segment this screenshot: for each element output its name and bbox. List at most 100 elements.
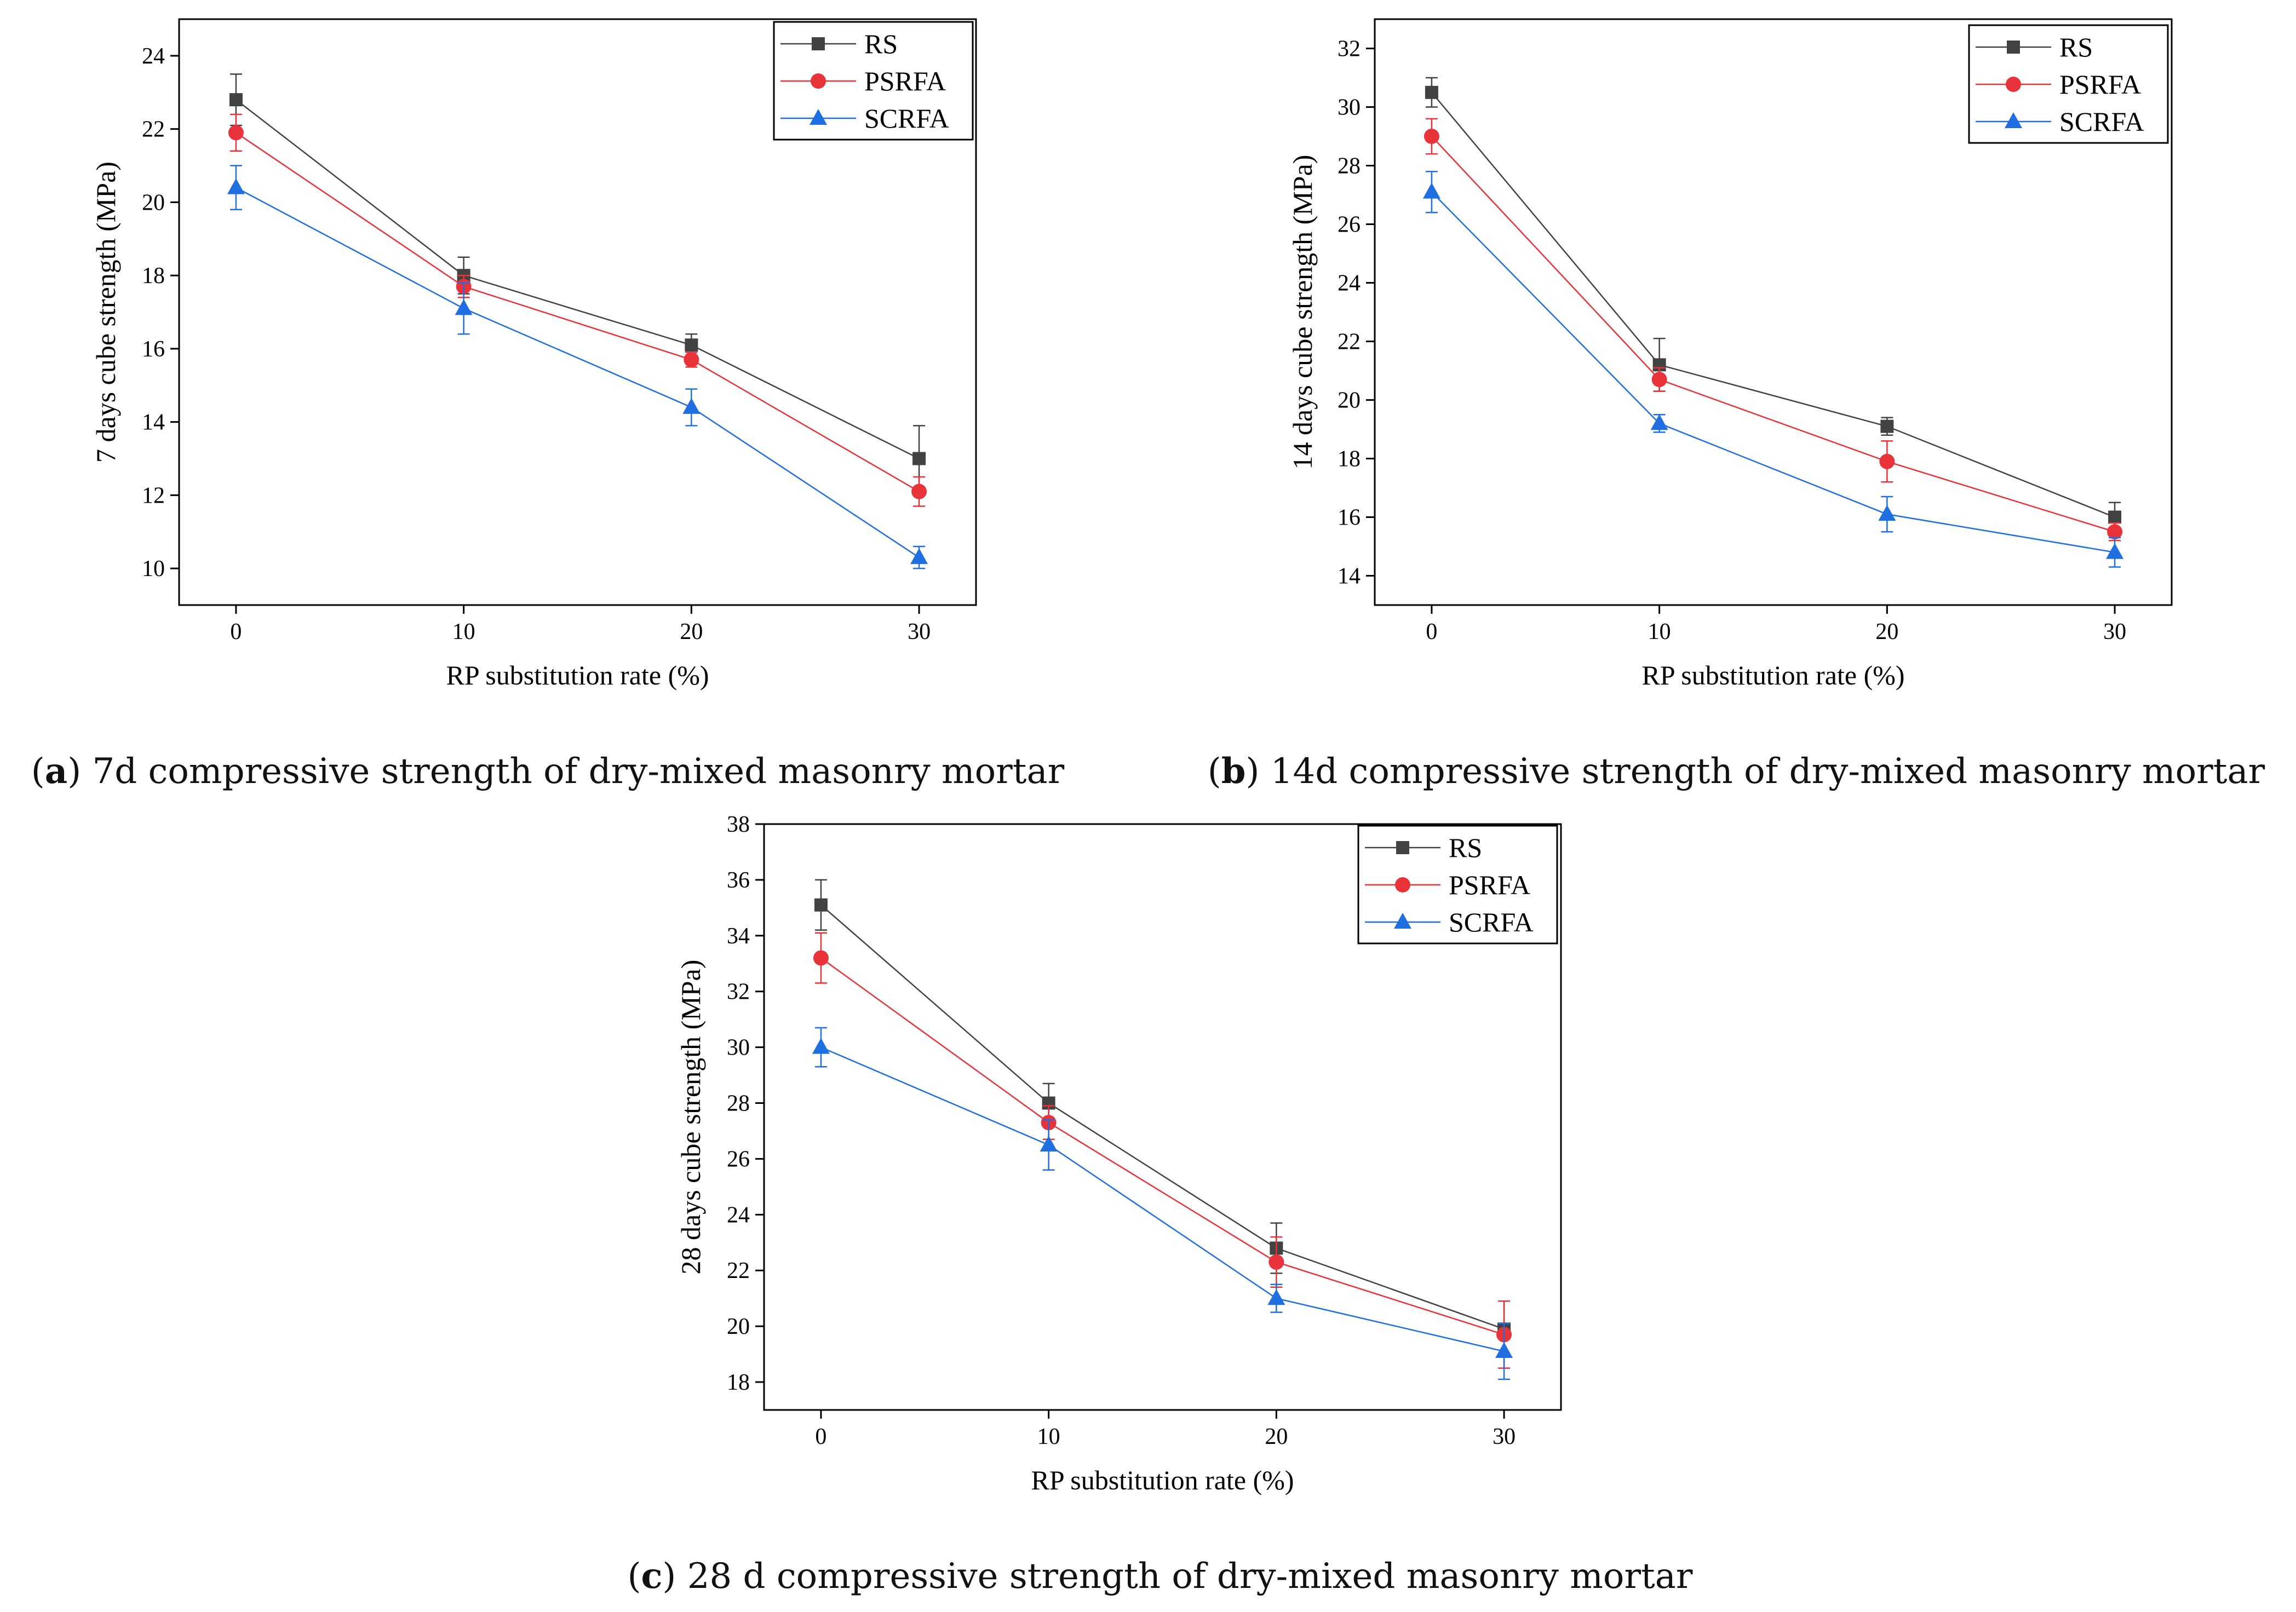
legend-label-rs: RS [2059, 32, 2093, 62]
y-tick-label: 14 [142, 410, 165, 435]
legend-label-scrfa: SCRFA [1449, 907, 1534, 937]
x-tick-label: 0 [1426, 619, 1437, 644]
series-line [1431, 91, 2115, 518]
series-line [236, 132, 920, 492]
data-point [227, 178, 245, 194]
data-point [911, 483, 927, 499]
chart-panel-a: 10 12 14 16 18 20 22 24 0 10 20 30 RP substitution r… [31, 18, 1065, 792]
y-tick-label: 18 [1338, 447, 1361, 472]
y-tick-label: 20 [142, 190, 165, 215]
legend-marker-rs [812, 37, 825, 50]
data-point [1425, 85, 1438, 99]
data-point [912, 452, 926, 465]
x-tick-label: 30 [1493, 1424, 1516, 1449]
data-point [814, 898, 828, 912]
legend-label-psrfa: PSRFA [864, 66, 946, 96]
legend-label-scrfa: SCRFA [2059, 106, 2144, 137]
y-tick-label: 28 [727, 1091, 750, 1116]
data-point [1878, 505, 1896, 521]
series-rs [229, 73, 926, 492]
legend-frame [1357, 825, 1558, 945]
series-line [820, 904, 1505, 1330]
series-rs [1425, 77, 2122, 533]
y-tick-label: 20 [1338, 388, 1361, 413]
x-tick-label: 10 [1648, 619, 1671, 644]
caption-b: (b) 14d compressive strength of dry-mixe… [1208, 751, 2265, 792]
legend: RS PSRFA SCRFA [773, 21, 974, 141]
x-tick-label: 30 [2103, 619, 2126, 644]
data-point [1267, 1289, 1285, 1305]
series-psrfa [813, 932, 1512, 1369]
legend: RS PSRFA SCRFA [1968, 24, 2169, 144]
data-point [813, 950, 829, 966]
legend-label-rs: RS [1449, 832, 1482, 863]
y-tick-label: 38 [727, 812, 750, 837]
legend-marker-psrfa [811, 73, 826, 89]
data-point [1495, 1342, 1513, 1358]
y-axis-label: 7 days cube strength (MPa) [90, 162, 121, 463]
data-point [2106, 543, 2124, 559]
legend-label-psrfa: PSRFA [1449, 870, 1530, 900]
data-point [1040, 1135, 1058, 1152]
series-scrfa [227, 165, 928, 569]
data-point [2108, 510, 2122, 524]
caption-a: (a) 7d compressive strength of dry-mixed… [31, 751, 1065, 792]
legend-marker-rs [2007, 41, 2020, 54]
y-tick-label: 16 [142, 337, 165, 362]
y-tick-label: 20 [727, 1314, 750, 1339]
legend-label-scrfa: SCRFA [864, 103, 949, 134]
legend-marker-psrfa [1395, 877, 1410, 893]
y-tick-label: 10 [142, 556, 165, 582]
series-psrfa [228, 113, 927, 507]
legend-label-rs: RS [864, 28, 898, 59]
y-tick-label: 18 [727, 1370, 750, 1395]
x-tick-label: 30 [908, 619, 931, 644]
series-scrfa [1422, 170, 2124, 568]
x-tick-label: 0 [230, 619, 242, 644]
y-tick-label: 24 [727, 1202, 750, 1228]
series-psrfa [1423, 118, 2123, 542]
y-tick-label: 32 [727, 980, 750, 1005]
plot-frame [178, 18, 977, 606]
data-point [229, 93, 243, 107]
data-point [684, 352, 699, 367]
y-tick-label: 28 [1338, 154, 1361, 179]
y-tick-label: 32 [1338, 37, 1361, 62]
y-tick-label: 22 [142, 117, 165, 142]
series-line [236, 187, 920, 559]
y-tick-label: 26 [727, 1147, 750, 1172]
y-tick-label: 30 [727, 1035, 750, 1061]
series-scrfa [812, 1027, 1513, 1380]
x-tick-label: 20 [680, 619, 703, 644]
data-point [2107, 524, 2123, 540]
legend-label-psrfa: PSRFA [2059, 69, 2141, 100]
y-axis-label: 28 days cube strength (MPa) [675, 960, 706, 1275]
data-point [1423, 129, 1439, 144]
y-tick-label: 24 [142, 44, 165, 69]
y-tick-label: 18 [142, 263, 165, 289]
x-axis-label: RP substitution rate (%) [1031, 1465, 1294, 1495]
legend-marker-scrfa [2005, 112, 2022, 128]
y-tick-label: 16 [1338, 505, 1361, 531]
data-point [1422, 182, 1440, 199]
x-tick-label: 0 [815, 1424, 826, 1449]
legend-marker-rs [1396, 841, 1409, 854]
data-point [685, 338, 698, 352]
data-point [1879, 453, 1895, 469]
y-axis-label: 14 days cube strength (MPa) [1287, 155, 1318, 470]
y-tick-label: 12 [142, 483, 165, 508]
x-tick-label: 20 [1265, 1424, 1288, 1449]
data-point [1268, 1254, 1284, 1270]
y-tick-label: 14 [1338, 564, 1361, 589]
x-tick-label: 10 [1037, 1424, 1060, 1449]
series-line [236, 99, 920, 459]
data-point [1650, 414, 1668, 430]
data-point [682, 398, 701, 414]
chart-panel-c: 18 20 22 24 26 28 30 32 34 36 38 0 10 20 30 RP substitu… [627, 812, 1692, 1597]
series-rs [814, 879, 1511, 1358]
series-line [1431, 191, 2115, 553]
x-tick-label: 10 [452, 619, 475, 644]
y-tick-label: 34 [727, 924, 750, 949]
y-tick-label: 22 [727, 1258, 750, 1283]
